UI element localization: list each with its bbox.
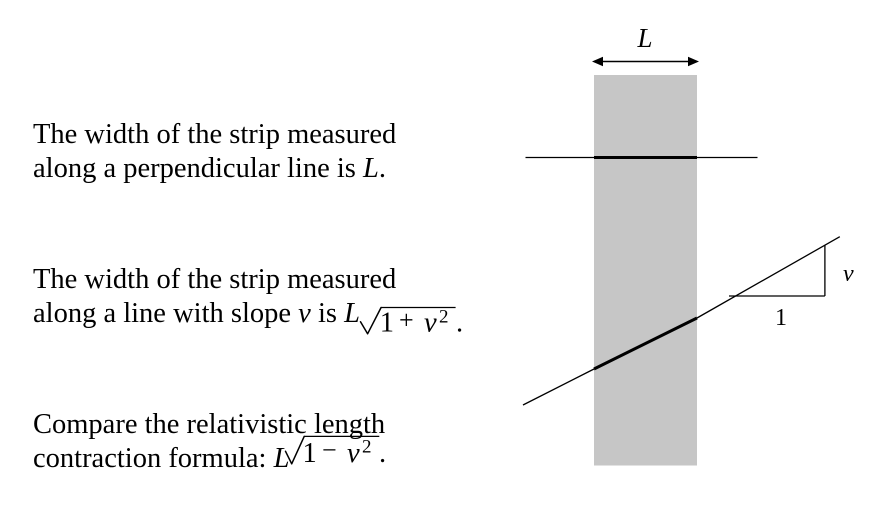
svg-text:1: 1	[775, 305, 787, 331]
svg-text:+: +	[399, 306, 414, 335]
svg-text:2: 2	[362, 437, 372, 458]
svg-text:v: v	[843, 261, 854, 287]
svg-text:v: v	[347, 438, 360, 469]
svg-text:1: 1	[303, 438, 317, 469]
svg-text:.: .	[456, 308, 463, 339]
svg-text:2: 2	[439, 307, 449, 328]
svg-text:−: −	[322, 436, 337, 465]
svg-text:v: v	[424, 308, 437, 339]
svg-text:.: .	[379, 438, 386, 469]
svg-text:1: 1	[380, 308, 394, 339]
svg-text:L: L	[636, 23, 652, 53]
